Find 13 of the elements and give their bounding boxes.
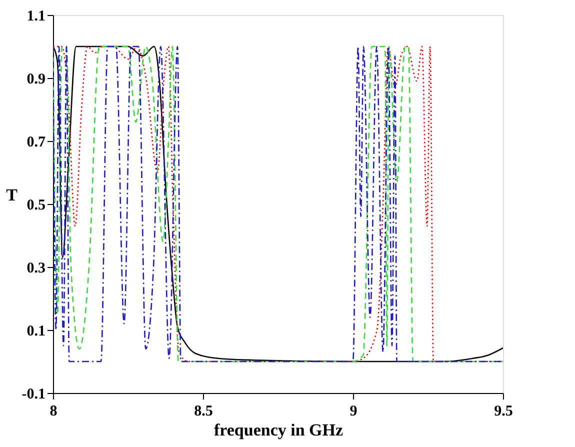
y-tick-label: 0.7 xyxy=(26,134,46,150)
y-tick-label: 0.3 xyxy=(26,260,46,276)
y-tick-label: 1.1 xyxy=(26,8,46,24)
x-tick-label: 8.5 xyxy=(194,404,213,420)
y-tick-label: 0.1 xyxy=(26,324,46,340)
x-tick-label: 8 xyxy=(50,404,58,420)
y-axis-title: T xyxy=(6,186,18,204)
x-tick-label: 9.5 xyxy=(494,404,513,420)
y-tick-label: -0.1 xyxy=(22,386,46,402)
y-tick-label: 0.9 xyxy=(26,72,46,88)
y-tick-label: 0.5 xyxy=(26,198,46,214)
x-axis-title: frequency in GHz xyxy=(214,420,344,440)
x-tick-label: 9 xyxy=(350,404,358,420)
